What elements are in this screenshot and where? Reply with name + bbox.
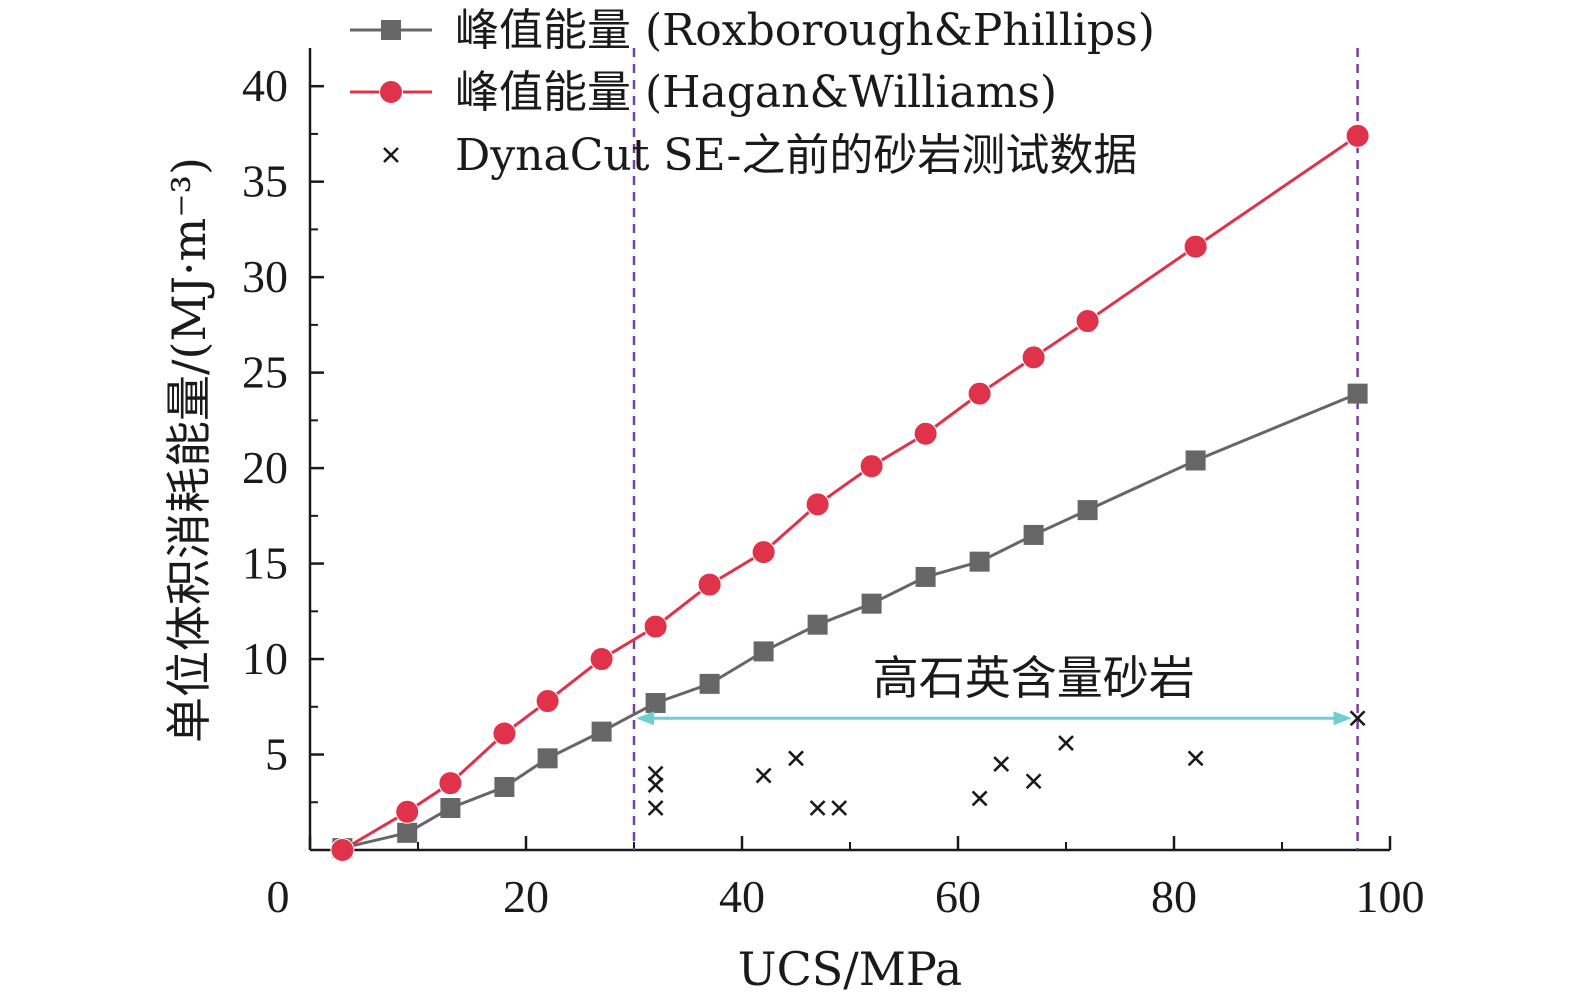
series-0	[332, 383, 1368, 859]
x-marker-stroke	[1058, 735, 1074, 751]
data-point	[492, 721, 517, 746]
data-point	[537, 748, 558, 769]
x-marker-stroke	[993, 756, 1010, 772]
data-series	[330, 123, 1370, 862]
legend-marker	[379, 80, 403, 104]
x-marker-stroke	[383, 147, 399, 163]
x-marker-stroke	[647, 777, 664, 793]
legend-label: 峰值能量 (Roxborough&Phillips)	[455, 5, 1155, 56]
data-point	[993, 756, 1010, 772]
series-2	[647, 710, 1366, 816]
data-point	[1347, 383, 1368, 404]
data-point	[1021, 345, 1046, 370]
data-point	[699, 673, 720, 694]
x-marker-stroke	[755, 767, 772, 784]
legend-label: 峰值能量 (Hagan&Williams)	[455, 67, 1057, 118]
data-point	[643, 614, 668, 639]
data-point	[971, 790, 988, 807]
y-tick-label: 15	[242, 538, 288, 589]
legend-entry-2: DynaCut SE-之前的砂岩测试数据	[383, 130, 1137, 181]
data-point	[805, 492, 830, 517]
data-point	[645, 692, 666, 713]
data-point	[1187, 750, 1204, 767]
data-point	[1077, 500, 1098, 521]
x-tick-label: 80	[1151, 871, 1197, 922]
y-tick-label: 30	[242, 251, 288, 302]
data-point	[647, 777, 664, 793]
legend-entry-0: 峰值能量 (Roxborough&Phillips)	[350, 5, 1155, 56]
y-tick-label: 10	[242, 633, 288, 684]
data-point	[1185, 450, 1206, 471]
data-point	[1349, 710, 1366, 727]
y-tick-label: 25	[242, 347, 288, 398]
region-arrow-right-head	[1333, 711, 1352, 726]
x-marker-stroke	[1187, 750, 1204, 767]
data-point	[913, 421, 938, 446]
data-point	[915, 566, 936, 587]
y-tick-label: 20	[242, 442, 288, 493]
series-1	[330, 123, 1370, 862]
x-marker-stroke	[971, 790, 988, 807]
data-point	[753, 641, 774, 662]
data-point	[330, 838, 355, 862]
data-point	[859, 454, 884, 479]
x-marker-stroke	[831, 800, 848, 816]
data-point	[591, 721, 612, 742]
legend-marker	[381, 20, 401, 40]
axes: 0 20 40 60 80 100 5 10 15 20 25 30 35 40	[242, 48, 1425, 922]
data-point	[1058, 735, 1074, 751]
y-tick-label: 35	[242, 156, 288, 207]
data-point	[1023, 524, 1044, 545]
data-point	[755, 767, 772, 784]
data-point	[440, 797, 461, 818]
region-label: 高石英含量砂岩	[873, 651, 1195, 705]
data-point	[1183, 234, 1208, 259]
x-marker-stroke	[788, 750, 804, 767]
x-marker-stroke	[1025, 773, 1042, 790]
data-point	[861, 593, 882, 614]
data-point	[589, 647, 614, 672]
data-point	[967, 381, 992, 406]
data-point	[647, 800, 664, 816]
data-point	[809, 800, 826, 816]
data-point	[647, 765, 664, 782]
data-point	[831, 800, 848, 816]
data-point	[1345, 123, 1370, 148]
data-point	[535, 689, 560, 714]
x-marker-stroke	[809, 800, 826, 816]
legend-label: DynaCut SE-之前的砂岩测试数据	[455, 130, 1137, 181]
y-axis-title: 单位体积消耗能量/(MJ·m⁻³)	[162, 157, 216, 743]
data-point	[788, 750, 804, 767]
legend-entry-1: 峰值能量 (Hagan&Williams)	[350, 67, 1057, 118]
x-tick-label: 100	[1356, 871, 1425, 922]
y-tick-label: 40	[242, 60, 288, 111]
x-marker-stroke	[1349, 710, 1366, 727]
y-tick-label: 5	[265, 729, 288, 780]
x-tick-label: 20	[503, 871, 549, 922]
data-point	[395, 799, 420, 824]
data-point	[969, 551, 990, 572]
x-axis-title: UCS/MPa	[738, 942, 962, 996]
data-point	[807, 614, 828, 635]
data-point	[494, 776, 515, 797]
region-arrow-left-head	[636, 711, 654, 726]
x-tick-label: 40	[719, 871, 765, 922]
data-point	[751, 540, 776, 565]
legend: 峰值能量 (Roxborough&Phillips) 峰值能量 (Hagan&Wi…	[350, 5, 1155, 181]
x-marker-stroke	[647, 765, 664, 782]
x-tick-label: 0	[267, 871, 290, 922]
data-point	[397, 822, 418, 843]
data-point	[1025, 773, 1042, 790]
data-point	[1075, 309, 1100, 334]
legend-marker	[383, 147, 399, 163]
x-marker-stroke	[647, 800, 664, 816]
x-tick-label: 60	[935, 871, 981, 922]
annotation-layer: 高石英含量砂岩	[636, 651, 1352, 726]
region-boundary-lines	[632, 48, 1359, 850]
data-point	[438, 771, 463, 796]
data-point	[697, 572, 722, 597]
